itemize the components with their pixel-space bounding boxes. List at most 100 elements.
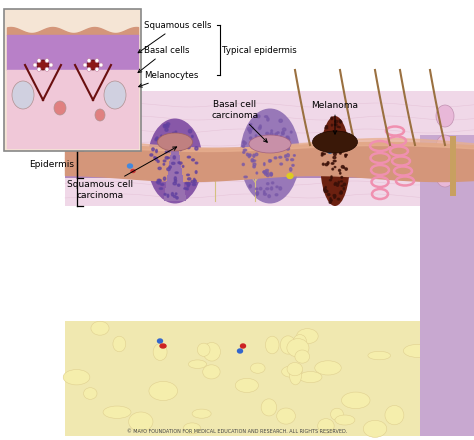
Bar — [169, 163, 181, 164]
Ellipse shape — [203, 342, 220, 361]
Ellipse shape — [325, 187, 326, 188]
Ellipse shape — [256, 172, 257, 174]
Ellipse shape — [264, 163, 265, 165]
Bar — [165, 190, 185, 191]
Ellipse shape — [261, 399, 277, 416]
Text: Basal cell
carcinoma: Basal cell carcinoma — [211, 100, 267, 142]
Ellipse shape — [273, 141, 276, 144]
Ellipse shape — [270, 160, 272, 162]
Ellipse shape — [188, 178, 191, 180]
Ellipse shape — [188, 129, 191, 133]
Ellipse shape — [258, 127, 261, 129]
Bar — [170, 155, 180, 156]
Ellipse shape — [263, 171, 265, 173]
Ellipse shape — [165, 157, 168, 159]
Bar — [168, 169, 182, 170]
Ellipse shape — [322, 163, 324, 165]
Ellipse shape — [320, 116, 350, 206]
Ellipse shape — [167, 194, 169, 197]
Ellipse shape — [174, 180, 177, 182]
Bar — [169, 162, 181, 163]
Ellipse shape — [331, 176, 332, 179]
Ellipse shape — [268, 160, 271, 162]
Ellipse shape — [187, 182, 190, 186]
Ellipse shape — [235, 378, 258, 392]
Ellipse shape — [315, 361, 341, 375]
Ellipse shape — [255, 188, 258, 190]
Ellipse shape — [324, 140, 326, 142]
Ellipse shape — [326, 191, 328, 192]
Ellipse shape — [163, 160, 166, 162]
Ellipse shape — [324, 188, 326, 191]
Ellipse shape — [131, 169, 135, 172]
Bar — [65, 321, 474, 436]
Bar — [165, 192, 185, 193]
Ellipse shape — [253, 163, 256, 166]
Bar — [169, 164, 181, 165]
Ellipse shape — [249, 185, 251, 188]
Ellipse shape — [248, 154, 250, 158]
Ellipse shape — [191, 180, 194, 183]
Ellipse shape — [282, 366, 302, 378]
Ellipse shape — [286, 158, 288, 161]
Ellipse shape — [272, 182, 274, 184]
Ellipse shape — [343, 132, 346, 135]
Ellipse shape — [331, 143, 333, 145]
Ellipse shape — [156, 181, 158, 183]
Ellipse shape — [318, 418, 334, 433]
Ellipse shape — [173, 156, 175, 159]
Text: Typical epidermis: Typical epidermis — [222, 45, 297, 55]
Ellipse shape — [195, 171, 197, 173]
Ellipse shape — [340, 191, 342, 193]
Ellipse shape — [436, 135, 454, 157]
Ellipse shape — [324, 190, 327, 193]
Bar — [171, 152, 179, 153]
Ellipse shape — [191, 159, 194, 161]
Ellipse shape — [249, 131, 251, 133]
Ellipse shape — [329, 180, 331, 181]
Ellipse shape — [255, 135, 257, 137]
Ellipse shape — [244, 176, 247, 178]
Ellipse shape — [155, 138, 158, 141]
Ellipse shape — [187, 156, 191, 158]
Ellipse shape — [95, 59, 99, 62]
Bar — [169, 165, 181, 166]
Ellipse shape — [49, 63, 53, 67]
Ellipse shape — [341, 165, 344, 168]
Ellipse shape — [163, 125, 166, 128]
Ellipse shape — [197, 343, 210, 356]
Ellipse shape — [279, 187, 282, 190]
Ellipse shape — [173, 195, 176, 198]
Ellipse shape — [172, 193, 173, 196]
Ellipse shape — [166, 123, 170, 125]
Ellipse shape — [95, 109, 105, 121]
Ellipse shape — [243, 149, 246, 151]
Ellipse shape — [253, 165, 255, 168]
Ellipse shape — [254, 143, 257, 145]
Ellipse shape — [270, 173, 272, 176]
Ellipse shape — [286, 136, 288, 140]
Ellipse shape — [63, 370, 90, 385]
Ellipse shape — [286, 147, 290, 150]
Ellipse shape — [340, 120, 341, 123]
Ellipse shape — [339, 192, 342, 194]
Ellipse shape — [368, 351, 391, 360]
Ellipse shape — [345, 142, 347, 143]
Bar — [168, 171, 182, 172]
Bar — [168, 173, 182, 174]
Ellipse shape — [334, 124, 337, 125]
Ellipse shape — [284, 155, 286, 158]
Ellipse shape — [147, 118, 202, 203]
Ellipse shape — [104, 81, 126, 109]
Ellipse shape — [240, 109, 300, 203]
Ellipse shape — [259, 125, 261, 128]
Ellipse shape — [327, 161, 329, 164]
Ellipse shape — [157, 339, 163, 343]
Ellipse shape — [364, 420, 387, 437]
Bar — [164, 200, 186, 201]
Ellipse shape — [37, 67, 41, 71]
Ellipse shape — [175, 193, 177, 194]
Ellipse shape — [243, 142, 246, 145]
Ellipse shape — [335, 415, 355, 425]
Ellipse shape — [158, 180, 161, 182]
